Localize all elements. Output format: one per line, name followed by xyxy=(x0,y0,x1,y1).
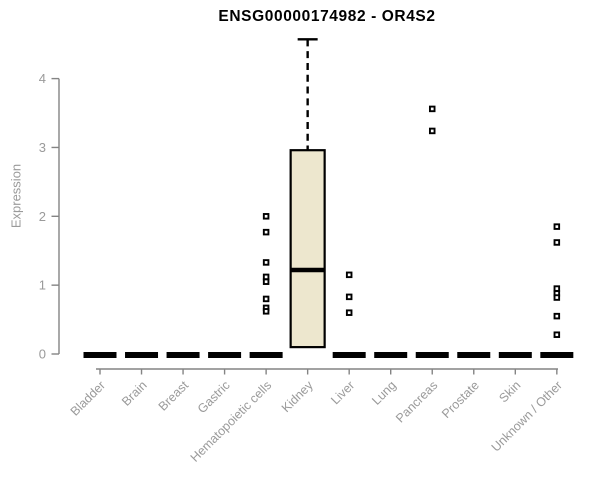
y-tick-label: 0 xyxy=(39,347,46,362)
x-tick-label-gastric: Gastric xyxy=(195,378,233,416)
outlier-point-unknown-other xyxy=(553,331,561,338)
x-tick-label-pancreas: Pancreas xyxy=(393,378,440,425)
box-prostate xyxy=(457,352,491,358)
x-tick-label-prostate: Prostate xyxy=(439,378,482,421)
box-lung xyxy=(374,352,408,358)
x-tick-label-liver: Liver xyxy=(328,378,357,407)
box-breast xyxy=(166,352,200,358)
box-brain xyxy=(125,352,159,358)
outlier-point-liver xyxy=(345,293,353,301)
outlier-point-hematopoietic-cells xyxy=(262,308,270,315)
y-tick-label: 4 xyxy=(39,71,46,86)
outlier-point-liver xyxy=(345,309,353,316)
outlier-point-pancreas xyxy=(428,127,436,135)
box-hematopoietic-cells xyxy=(249,352,283,358)
box-bladder xyxy=(83,352,117,358)
x-tick-label-hematopoietic-cells: Hematopoietic cells xyxy=(188,378,275,465)
chart-title: ENSG00000174982 - OR4S2 xyxy=(218,8,436,25)
box-kidney xyxy=(289,149,326,349)
x-tick-label-unknown-other: Unknown / Other xyxy=(489,378,565,454)
box-liver xyxy=(332,352,366,358)
x-tick-label-bladder: Bladder xyxy=(68,378,108,418)
outlier-point-hematopoietic-cells xyxy=(262,295,270,303)
box-unknown-other xyxy=(540,352,574,358)
box-gastric xyxy=(208,352,242,358)
x-tick-label-skin: Skin xyxy=(496,378,523,405)
outlier-point-unknown-other xyxy=(553,223,561,230)
outlier-point-unknown-other xyxy=(553,239,561,246)
y-tick-label: 2 xyxy=(39,209,46,224)
y-tick-label: 1 xyxy=(39,278,46,293)
outlier-point-pancreas xyxy=(428,105,436,113)
outlier-point-liver xyxy=(345,271,353,279)
outlier-point-unknown-other xyxy=(553,312,561,320)
y-tick-label: 3 xyxy=(39,140,46,155)
outlier-point-hematopoietic-cells xyxy=(262,228,270,236)
x-tick-label-kidney: Kidney xyxy=(279,378,316,415)
outlier-point-hematopoietic-cells xyxy=(262,259,270,266)
box-pancreas xyxy=(415,352,449,358)
outlier-point-hematopoietic-cells xyxy=(262,278,270,285)
x-tick-label-breast: Breast xyxy=(156,378,192,414)
box-skin xyxy=(498,352,532,358)
x-tick-label-brain: Brain xyxy=(119,378,150,409)
outlier-point-unknown-other xyxy=(553,294,561,301)
x-tick-label-lung: Lung xyxy=(369,378,399,408)
outlier-point-hematopoietic-cells xyxy=(262,213,270,220)
